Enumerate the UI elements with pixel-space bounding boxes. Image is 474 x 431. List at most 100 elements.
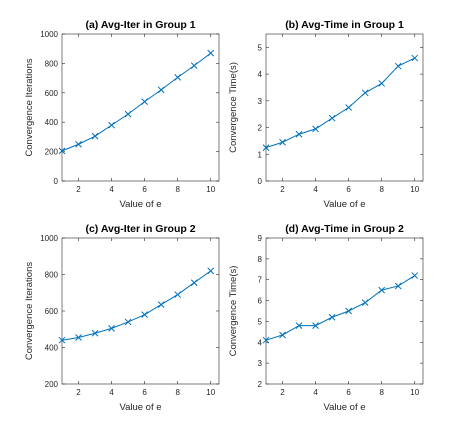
data-point-marker bbox=[124, 110, 132, 118]
chart-title: (b) Avg-Time in Group 1 bbox=[285, 19, 404, 31]
y-axis-label: Convergence Iterations bbox=[24, 262, 35, 360]
data-point-marker bbox=[279, 138, 286, 146]
y-tick-label: 4 bbox=[258, 70, 263, 79]
x-tick-label: 8 bbox=[379, 185, 384, 194]
y-tick-label: 0 bbox=[258, 177, 263, 186]
series-line bbox=[61, 52, 212, 152]
x-tick-label: 6 bbox=[346, 185, 351, 194]
x-tick-label: 8 bbox=[175, 185, 180, 194]
axes-box bbox=[61, 33, 220, 182]
data-point-marker bbox=[58, 336, 66, 344]
x-tick-label: 8 bbox=[175, 388, 180, 397]
x-tick-label: 2 bbox=[76, 185, 81, 194]
y-tick-label: 9 bbox=[258, 234, 263, 243]
data-point-marker bbox=[190, 279, 198, 287]
y-tick-label: 8 bbox=[258, 255, 263, 264]
data-point-marker bbox=[108, 121, 115, 129]
x-tick-label: 4 bbox=[313, 185, 318, 194]
y-tick-label: 600 bbox=[45, 307, 59, 316]
data-point-marker bbox=[174, 74, 182, 81]
y-tick-label: 3 bbox=[258, 359, 263, 368]
data-point-marker bbox=[328, 313, 336, 321]
y-tick-label: 1000 bbox=[40, 234, 58, 243]
data-point-marker bbox=[108, 324, 115, 332]
y-tick-label: 800 bbox=[45, 59, 59, 68]
data-point-marker bbox=[141, 311, 148, 319]
y-tick-label: 1000 bbox=[40, 30, 58, 39]
data-point-marker bbox=[174, 291, 182, 298]
x-tick-label: 4 bbox=[313, 388, 318, 397]
y-tick-label: 5 bbox=[258, 43, 263, 52]
x-tick-label: 6 bbox=[346, 388, 351, 397]
axes-box bbox=[61, 237, 220, 385]
x-axis-label: Value of e bbox=[323, 402, 365, 413]
chart-panel-1: (b) Avg-Time in Group 1 Value of e Converg… bbox=[228, 19, 424, 210]
data-point-marker bbox=[91, 329, 99, 337]
chart-title: (a) Avg-Iter in Group 1 bbox=[85, 19, 195, 31]
axes-box bbox=[265, 33, 424, 182]
x-tick-label: 2 bbox=[280, 185, 285, 194]
x-tick-label: 10 bbox=[410, 388, 419, 397]
data-point-marker bbox=[361, 89, 369, 97]
data-point-marker bbox=[378, 286, 386, 294]
x-tick-label: 6 bbox=[142, 185, 147, 194]
y-tick-label: 3 bbox=[258, 97, 263, 106]
data-point-marker bbox=[411, 272, 419, 279]
x-axis-label: Value of e bbox=[323, 199, 365, 210]
y-tick-label: 200 bbox=[45, 380, 59, 389]
data-point-marker bbox=[207, 49, 215, 57]
x-tick-label: 4 bbox=[109, 185, 114, 194]
x-tick-label: 10 bbox=[206, 388, 215, 397]
data-point-marker bbox=[190, 62, 198, 69]
y-tick-label: 4 bbox=[258, 338, 263, 347]
data-point-marker bbox=[328, 114, 336, 122]
x-tick-label: 2 bbox=[280, 388, 285, 397]
x-tick-label: 10 bbox=[206, 185, 215, 194]
axes-box bbox=[265, 237, 424, 385]
data-point-marker bbox=[295, 322, 303, 329]
data-point-marker bbox=[58, 147, 66, 155]
data-point-marker bbox=[345, 307, 352, 315]
data-point-marker bbox=[262, 144, 270, 151]
y-tick-label: 1 bbox=[258, 150, 263, 159]
chart-title: (c) Avg-Iter in Group 2 bbox=[85, 223, 195, 235]
y-axis-label: Convergence Iterations bbox=[24, 58, 35, 156]
data-point-marker bbox=[378, 80, 386, 87]
data-point-marker bbox=[295, 130, 303, 138]
data-point-marker bbox=[361, 299, 369, 307]
data-point-marker bbox=[279, 331, 286, 339]
series-line bbox=[265, 57, 415, 149]
x-tick-label: 6 bbox=[142, 388, 147, 397]
y-axis-label: Convergence Time(s) bbox=[228, 62, 239, 153]
y-tick-label: 400 bbox=[45, 344, 59, 353]
series-line bbox=[61, 270, 212, 341]
x-tick-label: 8 bbox=[379, 388, 384, 397]
data-point-marker bbox=[75, 334, 82, 341]
x-tick-label: 10 bbox=[410, 185, 419, 194]
data-point-marker bbox=[262, 336, 270, 344]
chart-title: (d) Avg-Time in Group 2 bbox=[285, 223, 404, 235]
chart-panel-2: (c) Avg-Iter in Group 2 Value of e Converg… bbox=[24, 223, 220, 413]
x-tick-label: 4 bbox=[109, 388, 114, 397]
series-line bbox=[265, 275, 416, 341]
data-point-marker bbox=[141, 98, 148, 105]
data-point-marker bbox=[75, 140, 82, 148]
data-point-marker bbox=[312, 125, 319, 133]
data-point-marker bbox=[91, 132, 99, 140]
y-tick-label: 2 bbox=[258, 380, 263, 389]
x-axis-label: Value of e bbox=[119, 402, 161, 413]
y-tick-label: 2 bbox=[258, 124, 263, 133]
data-point-marker bbox=[394, 282, 402, 290]
data-point-marker bbox=[157, 86, 165, 94]
data-point-marker bbox=[411, 54, 419, 62]
data-point-marker bbox=[345, 104, 352, 111]
data-point-marker bbox=[124, 318, 132, 326]
y-tick-label: 400 bbox=[45, 118, 59, 127]
x-tick-label: 2 bbox=[76, 388, 81, 397]
chart-panel-0: (a) Avg-Iter in Group 1 Value of e Converg… bbox=[24, 19, 220, 210]
y-tick-label: 5 bbox=[258, 317, 263, 326]
y-tick-label: 800 bbox=[45, 271, 59, 280]
y-tick-label: 7 bbox=[258, 276, 263, 285]
data-point-marker bbox=[157, 301, 165, 308]
